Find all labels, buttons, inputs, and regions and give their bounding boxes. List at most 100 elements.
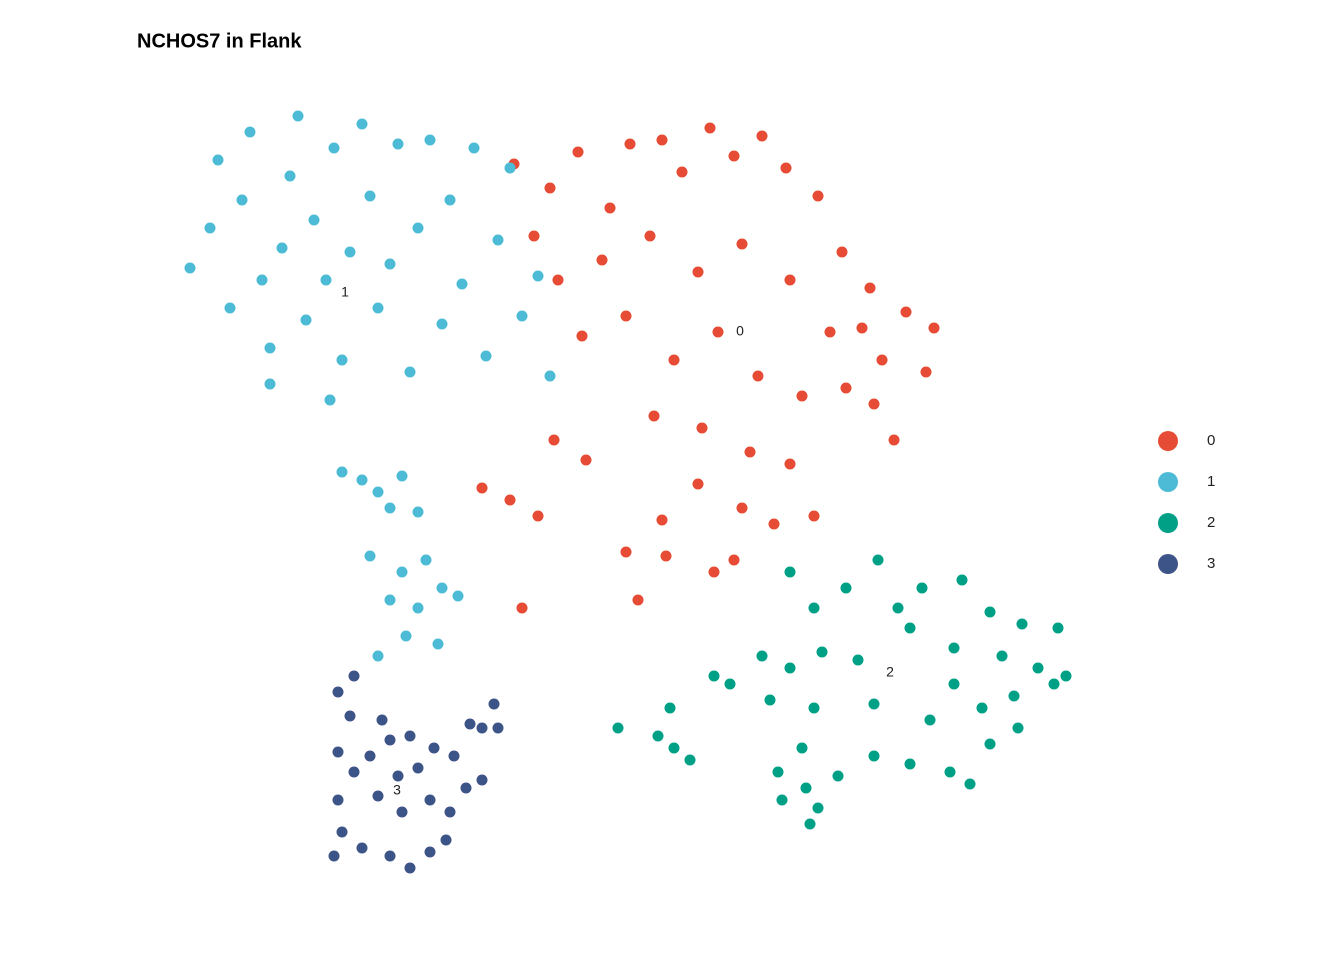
- point: [412, 762, 424, 774]
- point: [516, 602, 528, 614]
- point: [372, 650, 384, 662]
- point: [920, 366, 932, 378]
- point: [948, 642, 960, 654]
- point: [948, 678, 960, 690]
- point: [852, 654, 864, 666]
- point: [904, 622, 916, 634]
- point: [856, 322, 868, 334]
- point: [480, 350, 492, 362]
- point: [544, 182, 556, 194]
- point: [324, 394, 336, 406]
- point: [224, 302, 236, 314]
- point: [448, 750, 460, 762]
- point: [808, 602, 820, 614]
- point: [396, 566, 408, 578]
- point: [464, 718, 476, 730]
- point: [320, 274, 332, 286]
- point: [804, 818, 816, 830]
- point: [544, 370, 556, 382]
- point: [956, 574, 968, 586]
- point: [836, 246, 848, 258]
- point: [400, 630, 412, 642]
- point: [332, 794, 344, 806]
- point: [928, 322, 940, 334]
- point: [384, 502, 396, 514]
- point: [1016, 618, 1028, 630]
- point: [916, 582, 928, 594]
- point: [300, 314, 312, 326]
- point: [840, 382, 852, 394]
- chart-title: NCHOS7 in Flank: [137, 30, 302, 52]
- point: [436, 582, 448, 594]
- point: [412, 506, 424, 518]
- cluster-label: 0: [736, 323, 744, 339]
- point: [404, 730, 416, 742]
- point: [344, 710, 356, 722]
- point: [444, 194, 456, 206]
- point: [336, 466, 348, 478]
- point: [212, 154, 224, 166]
- point: [308, 214, 320, 226]
- point: [868, 750, 880, 762]
- point: [420, 554, 432, 566]
- point: [784, 458, 796, 470]
- cluster-label: 2: [886, 664, 894, 680]
- point: [900, 306, 912, 318]
- point: [708, 670, 720, 682]
- point: [904, 758, 916, 770]
- point: [728, 150, 740, 162]
- point: [256, 274, 268, 286]
- point: [492, 722, 504, 734]
- point: [1052, 622, 1064, 634]
- point: [476, 774, 488, 786]
- point: [424, 794, 436, 806]
- point: [796, 390, 808, 402]
- point: [780, 162, 792, 174]
- point: [868, 698, 880, 710]
- point: [552, 274, 564, 286]
- point: [656, 134, 668, 146]
- point: [668, 354, 680, 366]
- point: [648, 410, 660, 422]
- point: [752, 370, 764, 382]
- point: [620, 310, 632, 322]
- point: [364, 550, 376, 562]
- point: [364, 750, 376, 762]
- point: [356, 842, 368, 854]
- point: [244, 126, 256, 138]
- point: [424, 134, 436, 146]
- point: [384, 594, 396, 606]
- point: [452, 590, 464, 602]
- point: [1032, 662, 1044, 674]
- point: [656, 514, 668, 526]
- point: [264, 378, 276, 390]
- point: [724, 678, 736, 690]
- point: [412, 222, 424, 234]
- point: [784, 566, 796, 578]
- point: [888, 434, 900, 446]
- point: [504, 162, 516, 174]
- point: [692, 266, 704, 278]
- point: [376, 714, 388, 726]
- point: [292, 110, 304, 122]
- point: [736, 238, 748, 250]
- point: [868, 398, 880, 410]
- legend-label: 3: [1207, 555, 1215, 572]
- point: [808, 510, 820, 522]
- point: [384, 734, 396, 746]
- point: [428, 742, 440, 754]
- legend-swatch: [1158, 513, 1178, 533]
- point: [612, 722, 624, 734]
- point: [872, 554, 884, 566]
- point: [676, 166, 688, 178]
- point: [824, 326, 836, 338]
- point: [404, 366, 416, 378]
- point: [440, 834, 452, 846]
- point: [548, 434, 560, 446]
- point: [184, 262, 196, 274]
- point: [812, 190, 824, 202]
- point: [532, 510, 544, 522]
- point: [756, 650, 768, 662]
- point: [532, 270, 544, 282]
- point: [704, 122, 716, 134]
